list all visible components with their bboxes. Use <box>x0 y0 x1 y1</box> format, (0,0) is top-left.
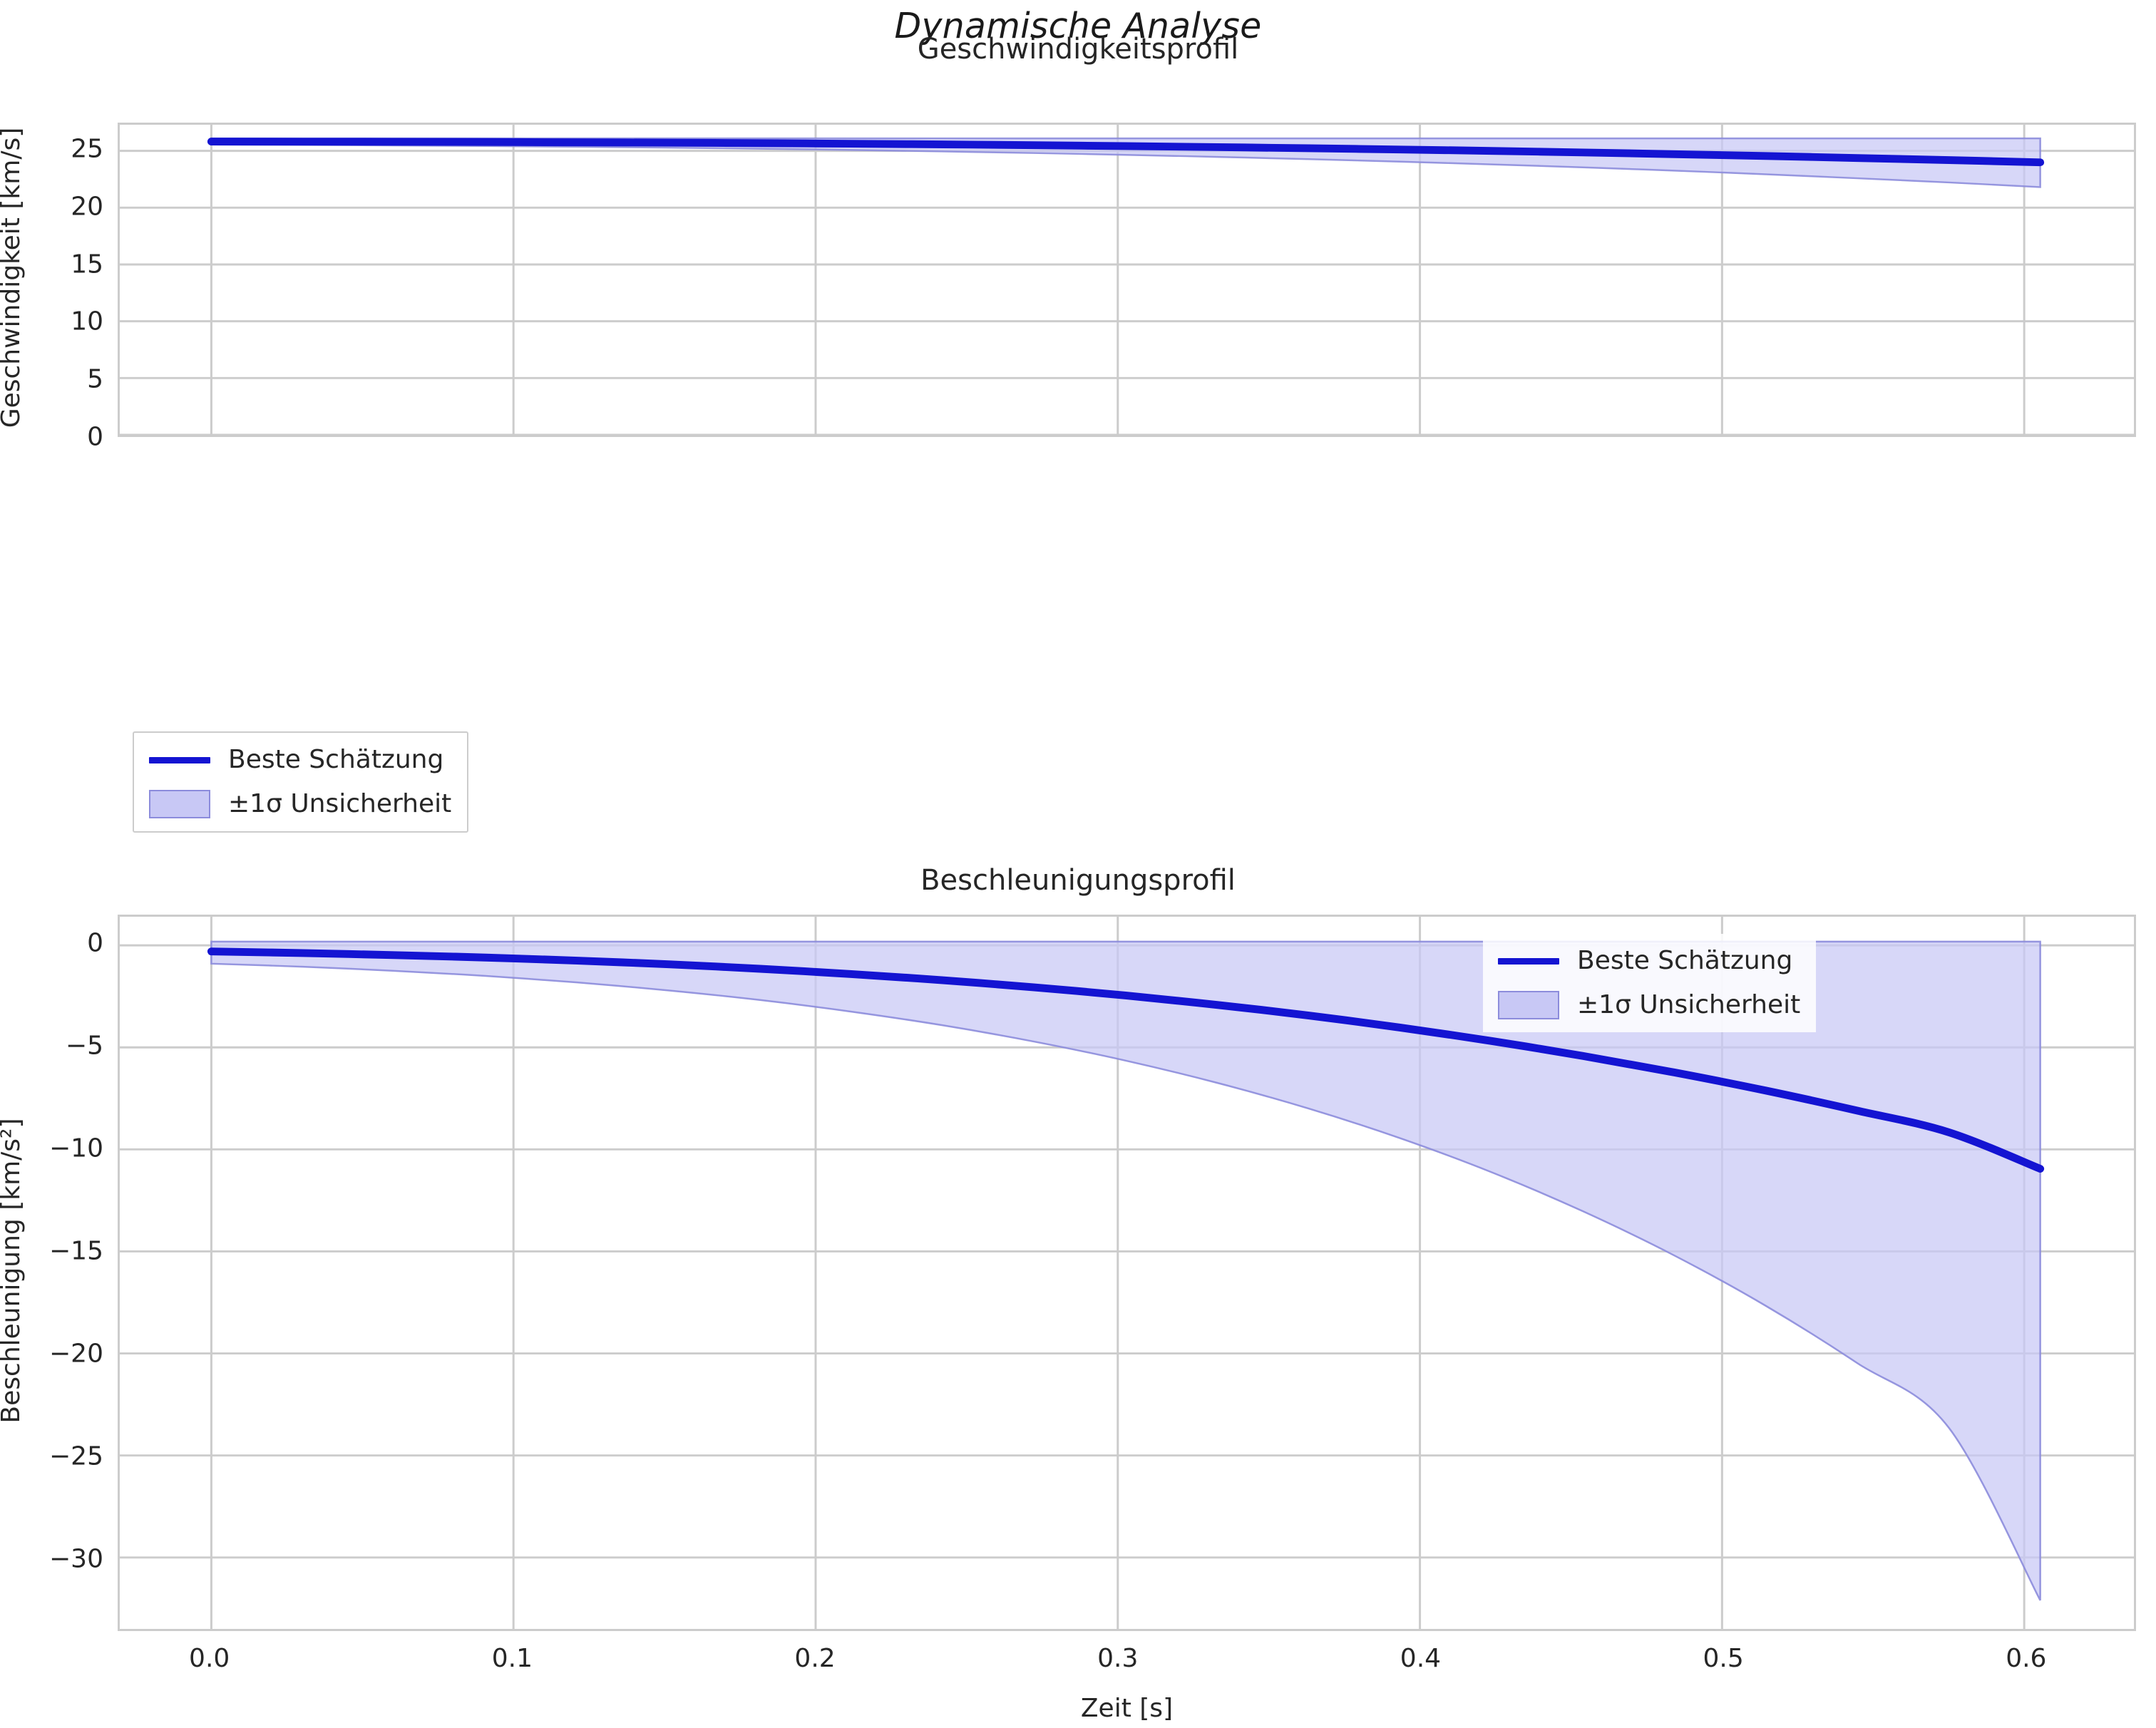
legend-row-band: ±1σ Unsicherheit <box>1496 989 1800 1021</box>
ytick-label: −5 <box>65 1031 103 1061</box>
xtick-label: 0.5 <box>1703 1644 1744 1673</box>
velocity-legend[interactable]: Beste Schätzung ±1σ Unsicherheit <box>133 731 469 833</box>
legend-row-line: Beste Schätzung <box>147 744 451 776</box>
acceleration-plot-area <box>118 915 2136 1631</box>
legend-line-key <box>147 744 212 776</box>
line-swatch-icon <box>149 756 210 763</box>
ytick-label: 5 <box>87 364 103 394</box>
ytick-label: 15 <box>71 250 103 279</box>
figure-suptitle: Dynamische Analyse <box>894 6 1262 46</box>
ytick-label: −30 <box>49 1544 103 1574</box>
band-swatch-icon <box>1498 991 1559 1019</box>
legend-band-key <box>1496 989 1561 1021</box>
legend-row-band: ±1σ Unsicherheit <box>147 788 451 820</box>
xtick-label: 0.2 <box>794 1644 836 1673</box>
band-swatch-icon <box>149 790 210 818</box>
acceleration-plot-svg <box>120 917 2134 1629</box>
velocity-plot-svg <box>120 125 2134 435</box>
ytick-label: −10 <box>49 1133 103 1163</box>
legend-line-label: Beste Schätzung <box>228 745 444 774</box>
ytick-label: 0 <box>87 422 103 452</box>
ytick-label: −15 <box>49 1236 103 1266</box>
ytick-label: −25 <box>49 1441 103 1471</box>
top-subplot-title: Geschwindigkeitsprofil <box>917 33 1239 66</box>
legend-band-label: ±1σ Unsicherheit <box>1577 990 1801 1019</box>
xtick-label: 0.4 <box>1400 1644 1442 1673</box>
ytick-label: −20 <box>49 1339 103 1369</box>
velocity-plot-area <box>118 123 2136 437</box>
velocity-axis-label: Geschwindigkeit [km/s] <box>0 127 26 428</box>
ytick-label: 20 <box>71 192 103 222</box>
legend-band-key <box>147 788 212 820</box>
uncertainty-band <box>210 940 2041 1601</box>
xtick-label: 0.3 <box>1097 1644 1139 1673</box>
bottom-subplot-title: Beschleunigungsprofil <box>920 864 1236 897</box>
acceleration-axis-label: Beschleunigung [km/s²] <box>0 1117 26 1424</box>
ytick-label: 25 <box>71 134 103 164</box>
xtick-label: 0.6 <box>2006 1644 2047 1673</box>
acceleration-legend[interactable]: Beste Schätzung ±1σ Unsicherheit <box>1483 934 1817 1032</box>
ytick-label: 0 <box>87 928 103 958</box>
legend-band-label: ±1σ Unsicherheit <box>228 789 452 818</box>
legend-line-label: Beste Schätzung <box>1577 946 1793 975</box>
best-estimate-line <box>207 138 2045 167</box>
legend-line-key <box>1496 945 1561 977</box>
xtick-label: 0.0 <box>189 1644 230 1673</box>
ytick-label: 10 <box>71 307 103 336</box>
legend-row-line: Beste Schätzung <box>1496 945 1800 977</box>
xtick-label: 0.1 <box>491 1644 533 1673</box>
line-swatch-icon <box>1498 957 1559 965</box>
best-estimate-line <box>207 947 2045 1173</box>
time-axis-label: Zeit [s] <box>1080 1694 1174 1723</box>
